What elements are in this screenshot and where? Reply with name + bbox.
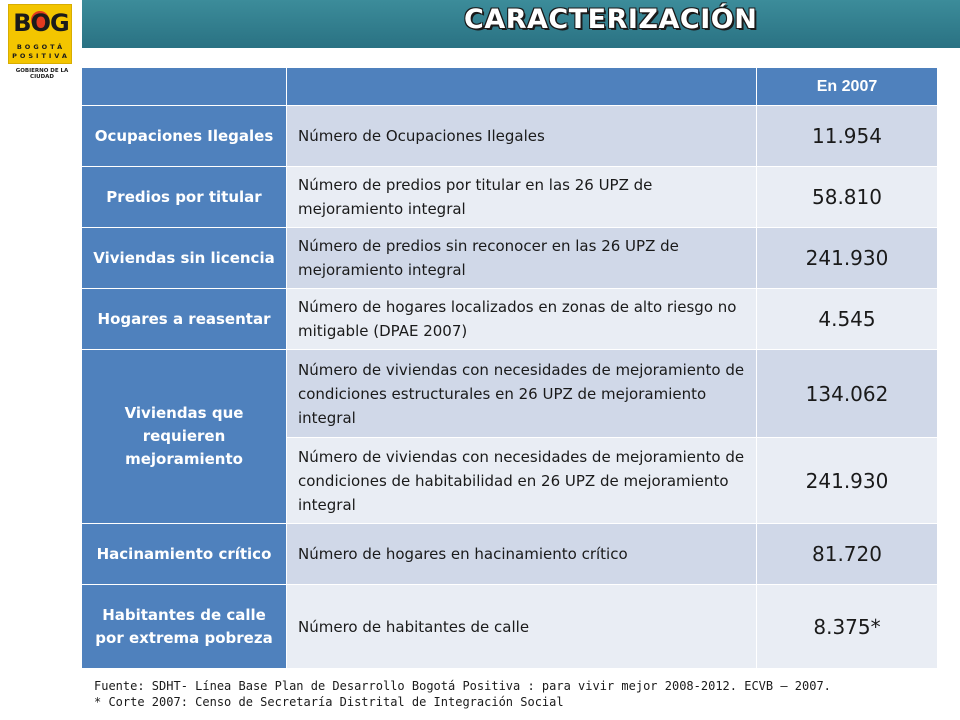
description-cell: Número de predios sin reconocer en las 2… [287, 228, 757, 289]
category-cell: Viviendas sin licencia [82, 228, 287, 289]
header-cell-category [82, 68, 287, 106]
logo-line1: BOGOTÁ [16, 43, 66, 51]
description-cell: Número de habitantes de calle [287, 585, 757, 669]
value-cell: 8.375* [757, 585, 938, 669]
logo-line2: POSITIVA [12, 52, 70, 60]
title-bar: CARACTERIZACIÓN [82, 0, 960, 48]
description-cell: Número de Ocupaciones Ilegales [287, 106, 757, 167]
description-cell: Número de viviendas con necesidades de m… [287, 438, 757, 524]
value-cell: 241.930 [757, 228, 938, 289]
logo-emblem: BOG BOGOTÁ POSITIVA [8, 4, 72, 64]
value-cell: 241.930 [757, 438, 938, 524]
logo: BOG BOGOTÁ POSITIVA GOBIERNO DE LA CIUDA… [4, 4, 80, 82]
category-cell: Hacinamiento crítico [82, 524, 287, 585]
data-table: En 2007 Ocupaciones Ilegales Número de O… [82, 68, 938, 669]
category-cell: Habitantes de calle por extrema pobreza [82, 585, 287, 669]
logo-name: BOG [13, 9, 69, 37]
header-cell-description [287, 68, 757, 106]
description-cell: Número de hogares localizados en zonas d… [287, 289, 757, 350]
description-cell: Número de hogares en hacinamiento crític… [287, 524, 757, 585]
description-cell: Número de predios por titular en las 26 … [287, 167, 757, 228]
value-cell: 81.720 [757, 524, 938, 585]
category-cell: Ocupaciones Ilegales [82, 106, 287, 167]
footnote-source: Fuente: SDHT- Línea Base Plan de Desarro… [94, 679, 831, 693]
category-cell: Viviendas que requieren mejoramiento [82, 350, 287, 524]
page-title: CARACTERIZACIÓN [464, 4, 758, 35]
logo-dot-icon [31, 11, 49, 29]
value-cell: 4.545 [757, 289, 938, 350]
category-cell: Hogares a reasentar [82, 289, 287, 350]
category-cell: Predios por titular [82, 167, 287, 228]
footnote-note: * Corte 2007: Censo de Secretaría Distri… [94, 695, 564, 709]
value-cell: 58.810 [757, 167, 938, 228]
value-cell: 134.062 [757, 350, 938, 438]
value-cell: 11.954 [757, 106, 938, 167]
logo-tagline: GOBIERNO DE LA CIUDAD [15, 68, 69, 80]
header-cell-year: En 2007 [757, 68, 938, 106]
footnote: Fuente: SDHT- Línea Base Plan de Desarro… [94, 678, 934, 710]
description-cell: Número de viviendas con necesidades de m… [287, 350, 757, 438]
